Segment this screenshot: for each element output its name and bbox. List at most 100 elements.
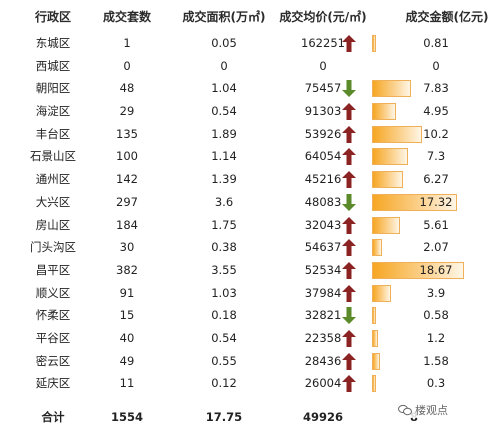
arrow-up-icon [342,171,356,189]
row-district: 东城区 [35,36,71,50]
arrow-up-icon [342,352,356,370]
row-price: 45216 [304,172,342,187]
data-table: 行政区 成交套数 成交面积(万㎡) 成交均价(元/㎡) 成交金额(亿元) 东城区… [24,2,489,431]
row-area: 0.54 [211,104,237,119]
row-district: 大兴区 [35,194,71,209]
row-area: 1.04 [211,81,237,96]
row-units: 30 [119,240,135,255]
row-amount: 2.07 [423,240,449,255]
row-price: 37984 [304,285,342,300]
row-area: 0.12 [211,376,237,391]
row-units: 0 [123,58,131,73]
total-area: 17.75 [205,410,243,424]
row-amount: 7.83 [423,81,449,96]
row-units: 91 [119,285,135,300]
arrow-up-icon [342,284,356,302]
row-amount: 0.58 [423,308,449,323]
amount-bar [372,284,392,302]
row-price: 48083 [304,194,342,209]
row-district: 房山区 [35,217,71,232]
amount-bar [372,103,397,121]
row-price: 53926 [304,126,342,141]
arrow-down-icon [342,80,356,98]
arrow-down-icon [342,307,356,325]
row-price: 32821 [304,308,342,323]
table-row: 丰台区 135 1.89 53926 10.2 [24,123,489,146]
row-district: 通州区 [35,172,71,187]
row-price: 64054 [304,149,342,164]
amount-bar [372,307,376,325]
row-amount: 0.81 [423,36,449,50]
row-amount: 6.27 [423,172,449,187]
row-district: 昌平区 [35,262,71,277]
row-units: 40 [119,330,135,345]
row-price: 54637 [304,240,342,255]
row-area: 3.55 [211,262,237,277]
arrow-up-icon [342,125,356,143]
row-units: 11 [119,376,135,391]
row-amount: 18.67 [419,262,453,277]
table-row: 海淀区 29 0.54 91303 4.95 [24,100,489,123]
row-units: 1 [123,36,131,50]
row-district: 密云区 [35,353,71,368]
row-amount: 5.61 [423,217,449,232]
row-district: 怀柔区 [35,308,71,323]
table-row: 密云区 49 0.55 28436 1.58 [24,350,489,373]
row-area: 1.14 [211,149,237,164]
row-area: 0.55 [211,353,237,368]
row-price: 162251 [301,36,345,50]
row-units: 142 [116,172,138,187]
header-district: 行政区 [34,10,71,24]
row-price: 26004 [304,376,342,391]
row-district: 石景山区 [30,149,76,164]
amount-bar [372,239,383,257]
row-area: 1.75 [211,217,237,232]
table-row: 昌平区 382 3.55 52534 18.67 [24,259,489,282]
arrow-up-icon [342,216,356,234]
table-header: 行政区 成交套数 成交面积(万㎡) 成交均价(元/㎡) 成交金额(亿元) [24,2,489,32]
total-units: 1554 [110,410,143,424]
arrow-up-icon [342,239,356,257]
table-row: 西城区 0 0 0 0 [24,55,489,78]
table-row: 门头沟区 30 0.38 54637 2.07 [24,236,489,259]
row-district: 朝阳区 [35,81,71,96]
row-price: 0 [319,58,327,73]
row-price: 32043 [304,217,342,232]
row-area: 1.03 [211,285,237,300]
amount-bar [372,329,378,347]
amount-bar [372,80,411,98]
table-body: 东城区 1 0.05 162251 0.81 西城区 0 0 0 0 朝阳区 48 1.04 75457 7… [24,32,489,395]
row-area: 0 [220,58,228,73]
row-units: 48 [119,81,135,96]
row-units: 184 [116,217,138,232]
table-row: 房山区 184 1.75 32043 5.61 [24,214,489,237]
row-amount: 4.95 [423,104,449,119]
row-area: 0.54 [211,330,237,345]
arrow-up-icon [342,35,356,52]
table-row: 东城区 1 0.05 162251 0.81 [24,32,489,55]
header-amount: 成交金额(亿元) [405,10,489,24]
amount-bar [372,193,458,211]
row-amount: 0 [432,58,440,73]
row-area: 1.89 [211,126,237,141]
row-district: 海淀区 [35,104,71,119]
table-row: 石景山区 100 1.14 64054 7.3 [24,145,489,168]
row-units: 100 [116,149,138,164]
amount-bar [372,171,403,189]
row-price: 75457 [304,81,342,96]
row-amount: 7.3 [426,149,446,164]
header-area: 成交面积(万㎡) [182,10,266,24]
row-district: 平谷区 [35,330,71,345]
table-row: 朝阳区 48 1.04 75457 7.83 [24,77,489,100]
amount-bar [372,148,408,166]
amount-bar [372,125,423,143]
row-units: 135 [116,126,138,141]
arrow-up-icon [342,329,356,347]
row-area: 3.6 [214,194,234,209]
row-area: 0.05 [211,36,237,50]
amount-bar [372,352,380,370]
total-price: 49926 [302,410,343,424]
row-price: 28436 [304,353,342,368]
row-units: 49 [119,353,135,368]
row-area: 1.39 [211,172,237,187]
